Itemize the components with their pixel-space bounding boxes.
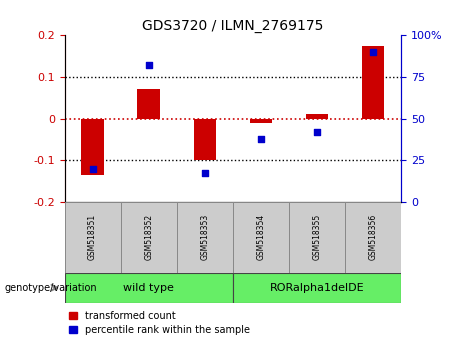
Bar [306, 114, 328, 119]
FancyBboxPatch shape [177, 202, 233, 273]
Point [369, 49, 377, 55]
Text: wild type: wild type [123, 282, 174, 293]
Bar [137, 90, 160, 119]
Text: GSM518352: GSM518352 [144, 214, 153, 260]
Bar [194, 119, 216, 160]
FancyBboxPatch shape [121, 202, 177, 273]
Bar [250, 119, 272, 123]
FancyBboxPatch shape [289, 202, 345, 273]
Text: genotype/variation: genotype/variation [5, 282, 97, 293]
Text: GSM518355: GSM518355 [313, 214, 321, 260]
Text: RORalpha1delDE: RORalpha1delDE [270, 282, 364, 293]
FancyBboxPatch shape [65, 273, 233, 303]
Point [145, 63, 152, 68]
FancyBboxPatch shape [345, 202, 401, 273]
FancyBboxPatch shape [233, 273, 401, 303]
FancyBboxPatch shape [65, 202, 121, 273]
Text: GSM518353: GSM518353 [200, 214, 209, 260]
Bar [82, 119, 104, 175]
Bar [362, 46, 384, 119]
Legend: transformed count, percentile rank within the sample: transformed count, percentile rank withi… [70, 311, 250, 335]
Text: GSM518356: GSM518356 [368, 214, 378, 260]
Point [201, 171, 208, 176]
Point [313, 129, 321, 135]
Text: GSM518354: GSM518354 [256, 214, 266, 260]
FancyBboxPatch shape [233, 202, 289, 273]
Title: GDS3720 / ILMN_2769175: GDS3720 / ILMN_2769175 [142, 19, 324, 33]
Point [89, 166, 96, 171]
Text: GSM518351: GSM518351 [88, 214, 97, 260]
Point [257, 136, 265, 141]
